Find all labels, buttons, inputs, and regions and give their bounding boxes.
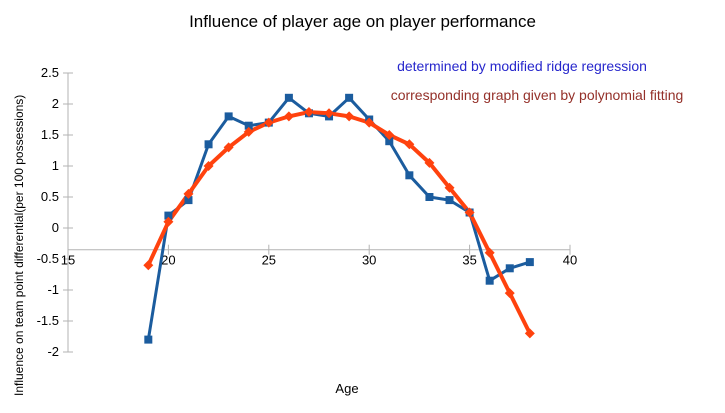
y-tick-label: 0.5 xyxy=(41,189,59,204)
y-tick-label: -1.5 xyxy=(37,313,59,328)
diamond-marker xyxy=(504,288,515,299)
diamond-marker xyxy=(263,117,274,128)
square-marker xyxy=(485,276,494,285)
square-marker xyxy=(244,121,253,130)
diamond-marker xyxy=(424,157,435,168)
y-tick-label: 2.5 xyxy=(41,65,59,80)
diamond-marker xyxy=(324,108,335,119)
square-marker xyxy=(385,137,394,146)
square-marker xyxy=(425,193,434,201)
square-marker xyxy=(184,196,193,205)
y-tick-label: 0 xyxy=(52,220,59,235)
x-tick-label: 15 xyxy=(61,253,75,268)
y-tick-label: -2 xyxy=(47,344,59,359)
diamond-marker xyxy=(283,111,294,122)
diamond-marker xyxy=(344,111,355,122)
square-marker xyxy=(445,196,454,205)
square-marker xyxy=(224,112,233,121)
x-axis-title: Age xyxy=(335,381,359,396)
chart-title: Influence of player age on player perfor… xyxy=(189,12,536,31)
diamond-marker xyxy=(524,328,535,339)
y-tick-label: -1 xyxy=(47,282,59,297)
diamond-marker xyxy=(183,188,194,199)
diamond-marker xyxy=(223,142,234,153)
diamond-marker xyxy=(444,182,455,193)
diamond-marker xyxy=(364,117,375,128)
x-tick-label: 35 xyxy=(462,253,476,268)
diamond-marker xyxy=(464,207,475,218)
square-marker xyxy=(505,264,514,273)
diamond-marker xyxy=(243,126,254,137)
x-tick-label: 25 xyxy=(262,253,276,268)
x-tick-label: 40 xyxy=(563,253,577,268)
axes: 2.5 2 1.5 1 0.5 0 -0.5 -1 -1.5 -2 15 20 25 30 35 40 xyxy=(37,65,578,359)
square-marker xyxy=(204,140,213,149)
x-tick-label: 30 xyxy=(362,253,376,268)
diamond-marker xyxy=(143,260,154,271)
diamond-marker xyxy=(404,139,415,150)
diamond-marker xyxy=(303,107,314,118)
y-tick-label: -0.5 xyxy=(37,251,59,266)
diamond-marker xyxy=(163,216,174,227)
legend-ridge-regression: determined by modified ridge regression xyxy=(397,58,647,74)
square-marker xyxy=(164,211,173,220)
x-tick-label: 20 xyxy=(161,253,175,268)
diamond-marker xyxy=(203,161,214,171)
square-marker xyxy=(405,171,414,180)
y-tick-label: 2 xyxy=(52,96,59,111)
y-tick-label: 1 xyxy=(52,158,59,173)
legend-polynomial-fitting: corresponding graph given by polynomial … xyxy=(390,87,684,103)
square-marker xyxy=(144,335,153,344)
square-marker xyxy=(345,93,354,102)
square-marker xyxy=(525,258,534,267)
series-markers-0 xyxy=(144,93,534,344)
diamond-marker xyxy=(484,247,495,258)
square-marker xyxy=(284,93,293,102)
y-tick-label: 1.5 xyxy=(41,127,59,142)
series-line-1 xyxy=(146,110,532,336)
series-markers-1 xyxy=(143,107,535,339)
diamond-marker xyxy=(384,130,395,140)
